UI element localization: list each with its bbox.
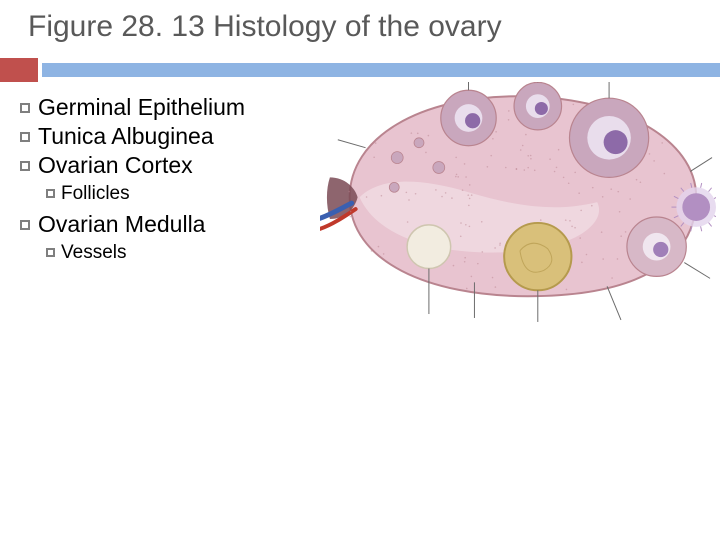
primordial-follicle bbox=[389, 182, 399, 192]
slide-title: Figure 28. 13 Histology of the ovary bbox=[28, 10, 502, 44]
leader-line bbox=[684, 263, 710, 279]
slide: { "title": "Figure 28. 13 Histology of t… bbox=[0, 0, 720, 540]
accent-red bbox=[0, 58, 38, 82]
leader-line bbox=[607, 286, 621, 320]
bullet-list: Germinal EpitheliumTunica AlbugineaOvari… bbox=[20, 94, 320, 270]
bullet-level1: Tunica Albuginea bbox=[20, 123, 320, 150]
bullet-marker-icon bbox=[46, 189, 55, 198]
bullet-marker-icon bbox=[20, 103, 30, 113]
bullet-sub-label: Follicles bbox=[61, 183, 130, 205]
primordial-follicle bbox=[391, 152, 403, 164]
bullet-marker-icon bbox=[20, 132, 30, 142]
primordial-follicle bbox=[433, 162, 445, 174]
leader-line bbox=[690, 158, 712, 172]
bullet-label: Tunica Albuginea bbox=[38, 123, 214, 150]
corpus-luteum bbox=[504, 223, 571, 290]
bullet-level1: Germinal Epithelium bbox=[20, 94, 320, 121]
bullet-marker-icon bbox=[20, 161, 30, 171]
accent-blue bbox=[42, 63, 720, 77]
ovary-diagram bbox=[320, 82, 716, 352]
follicle bbox=[441, 90, 496, 145]
bullet-label: Ovarian Medulla bbox=[38, 211, 205, 238]
corpus-albicans bbox=[407, 225, 451, 269]
bullet-marker-icon bbox=[20, 220, 30, 230]
follicle bbox=[514, 82, 562, 130]
bullet-level1: Ovarian Cortex bbox=[20, 152, 320, 179]
bullet-label: Germinal Epithelium bbox=[38, 94, 245, 121]
accent-bar bbox=[0, 58, 720, 82]
leader-line bbox=[338, 140, 366, 148]
bullet-level2: Vessels bbox=[46, 242, 320, 264]
bullet-label: Ovarian Cortex bbox=[38, 152, 193, 179]
bullet-sub-label: Vessels bbox=[61, 242, 126, 264]
bullet-level1: Ovarian Medulla bbox=[20, 211, 320, 238]
primordial-follicle bbox=[414, 138, 424, 148]
follicle bbox=[569, 98, 648, 177]
bullet-marker-icon bbox=[46, 248, 55, 257]
follicle bbox=[627, 217, 686, 276]
bullet-level2: Follicles bbox=[46, 183, 320, 205]
